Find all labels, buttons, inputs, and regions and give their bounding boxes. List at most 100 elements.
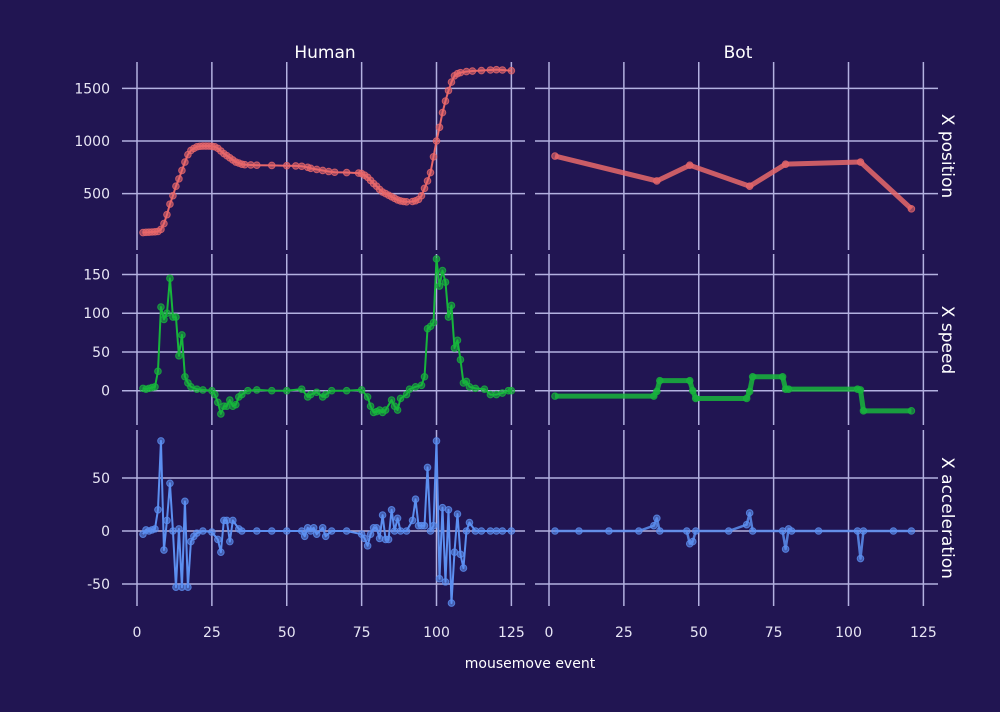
data-point (396, 394, 405, 403)
data-point (447, 301, 456, 310)
data-point (175, 525, 183, 533)
data-point (327, 527, 336, 535)
data-point (682, 527, 691, 535)
y-tick-label: -50 (87, 577, 110, 593)
data-point (441, 97, 450, 105)
data-point (784, 385, 793, 393)
data-point (393, 406, 402, 414)
data-point (480, 385, 489, 393)
x-tick-label: 25 (203, 625, 221, 641)
data-point (306, 164, 315, 173)
data-point (342, 386, 351, 395)
x-tick-label: 0 (133, 625, 142, 641)
data-point (157, 303, 165, 311)
data-point (450, 344, 459, 352)
x-tick-label: 0 (545, 625, 554, 641)
data-point (178, 331, 186, 339)
data-point (226, 396, 234, 404)
data-point (217, 410, 225, 418)
data-point (498, 527, 507, 535)
data-point (214, 535, 222, 544)
data-point (477, 66, 486, 75)
data-point (685, 376, 694, 385)
x-tick-label: 125 (910, 625, 937, 641)
data-point (211, 390, 219, 399)
data-point (366, 402, 375, 411)
data-point (408, 516, 417, 525)
data-point (282, 161, 291, 170)
data-point (745, 387, 754, 396)
data-point (238, 527, 246, 535)
data-point (551, 152, 559, 160)
data-point (226, 537, 234, 546)
data-point (163, 309, 171, 318)
data-point (745, 182, 754, 191)
data-point (267, 386, 276, 395)
data-point (160, 546, 168, 554)
data-point (432, 437, 441, 445)
data-point (252, 527, 261, 535)
data-point (372, 524, 381, 532)
data-point (468, 67, 477, 75)
data-point (342, 527, 351, 535)
data-point (859, 407, 868, 415)
data-point (444, 506, 453, 514)
series-line-bot (554, 511, 912, 560)
data-point (447, 78, 456, 86)
facet-label-bot: Bot (724, 43, 753, 63)
data-point (435, 574, 444, 583)
data-point (462, 527, 471, 535)
data-point (360, 534, 369, 543)
data-point (859, 527, 868, 535)
data-point (477, 527, 486, 535)
data-point (199, 386, 207, 394)
x-tick-label: 50 (690, 625, 708, 641)
data-point (366, 530, 375, 538)
data-point (435, 123, 444, 132)
data-point (650, 521, 658, 530)
data-point (169, 191, 177, 200)
data-point (312, 165, 321, 174)
data-point (178, 166, 186, 175)
data-point (378, 511, 387, 519)
x-tick-label: 125 (498, 625, 525, 641)
x-tick-label: 100 (835, 625, 862, 641)
y-tick-label: 50 (92, 471, 110, 487)
data-point (375, 534, 384, 543)
data-point (309, 524, 318, 532)
data-point (232, 400, 240, 409)
data-point (456, 68, 465, 77)
data-point (438, 108, 447, 117)
data-point (381, 406, 390, 414)
panel-human-0 (122, 62, 525, 250)
data-point (244, 386, 252, 395)
y-tick-label: 150 (83, 267, 110, 283)
y-tick-label: 100 (83, 306, 110, 322)
data-point (321, 532, 330, 541)
data-point (787, 527, 796, 535)
data-point (724, 527, 733, 535)
data-point (471, 384, 480, 393)
data-point (300, 532, 309, 541)
data-point (778, 372, 787, 381)
data-point (163, 210, 171, 219)
data-point (432, 137, 441, 145)
x-axis-label: mousemove event (465, 656, 596, 672)
data-point (423, 463, 432, 472)
data-point (199, 527, 207, 535)
panel-bot-1 (535, 254, 938, 425)
data-point (217, 548, 225, 557)
data-point (181, 372, 189, 381)
data-point (184, 583, 192, 591)
data-point (166, 479, 174, 488)
data-point (363, 542, 372, 550)
data-point (691, 394, 700, 403)
data-point (154, 367, 162, 376)
data-point (172, 313, 180, 321)
data-point (387, 506, 396, 514)
data-point (417, 381, 426, 390)
data-point (157, 225, 165, 234)
data-point (856, 386, 865, 394)
data-point (435, 282, 444, 290)
